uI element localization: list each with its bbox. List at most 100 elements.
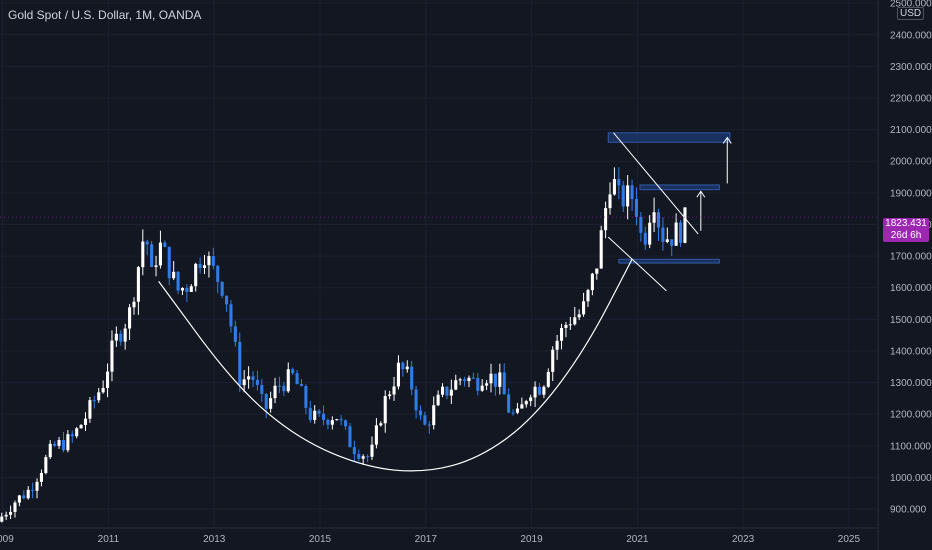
candle-body xyxy=(626,185,630,207)
candle-body xyxy=(476,377,480,391)
candle-body xyxy=(282,385,286,392)
candle-body xyxy=(136,267,140,302)
candle-body xyxy=(48,443,52,458)
candle-body xyxy=(608,194,612,209)
candle-body xyxy=(106,371,110,388)
candle-body xyxy=(70,434,74,437)
candle-body xyxy=(414,389,418,411)
candle-body xyxy=(604,208,608,231)
candle-body xyxy=(9,511,13,515)
candle-body xyxy=(357,454,361,459)
candle-body xyxy=(44,457,48,473)
candle-body xyxy=(198,263,202,268)
candle-body xyxy=(617,179,621,186)
x-tick-label: 2011 xyxy=(98,534,120,545)
candle-body xyxy=(163,242,167,247)
candle-body xyxy=(176,271,180,291)
candle-body xyxy=(83,418,88,425)
candle-body xyxy=(66,434,70,451)
x-tick-label: 2023 xyxy=(732,534,755,545)
candle-body xyxy=(145,241,149,245)
candle-body xyxy=(207,256,211,266)
candle-body xyxy=(678,222,683,243)
candle-body xyxy=(405,366,409,370)
target-zone[interactable] xyxy=(639,184,720,191)
candle-body xyxy=(533,386,537,398)
candle-body xyxy=(507,394,511,413)
candle-body xyxy=(410,366,414,390)
candle-body xyxy=(180,288,185,291)
candle-body xyxy=(432,405,436,426)
candle-body xyxy=(39,472,43,482)
candle-body xyxy=(154,265,158,267)
candle-body xyxy=(568,324,572,326)
currency-label[interactable]: USD xyxy=(897,7,925,20)
candle-body xyxy=(555,340,559,350)
candle-body xyxy=(158,242,162,266)
candle-body xyxy=(656,212,661,228)
trend-line[interactable] xyxy=(607,236,667,292)
candle-body xyxy=(551,349,555,372)
y-tick-label: 2400.000 xyxy=(890,30,932,41)
y-tick-label: 2300.000 xyxy=(890,62,932,73)
candle-body xyxy=(269,398,273,409)
trend-line[interactable] xyxy=(613,132,699,235)
candle-body xyxy=(661,227,665,242)
candle-body xyxy=(643,232,647,245)
candle-body xyxy=(35,481,39,491)
candle-body xyxy=(564,324,568,329)
candle-body xyxy=(674,222,678,246)
candle-body xyxy=(621,185,625,207)
candle-body xyxy=(586,290,590,302)
candle-body xyxy=(0,516,4,522)
target-zone[interactable] xyxy=(607,132,731,143)
candle-body xyxy=(216,265,220,282)
x-tick-label: 2021 xyxy=(626,534,649,545)
y-tick-label: 2500.000 xyxy=(890,0,932,10)
candle-body xyxy=(634,199,639,217)
candle-body xyxy=(392,386,396,395)
candle-body xyxy=(352,447,356,455)
bar-countdown: 26d 6h xyxy=(890,230,922,241)
candle-body xyxy=(498,372,502,387)
candle-body xyxy=(295,373,299,385)
x-tick-label: 2009 xyxy=(0,534,14,545)
candle-body xyxy=(665,239,669,242)
candle-body xyxy=(595,268,599,274)
candle-body xyxy=(321,413,326,420)
candle-body xyxy=(467,377,471,382)
candle-body xyxy=(374,425,378,445)
candle-body xyxy=(423,415,427,425)
candle-body xyxy=(489,373,493,384)
y-tick-label: 1500.000 xyxy=(890,315,932,326)
candle-body xyxy=(396,362,400,387)
candle-body xyxy=(202,265,207,268)
candle-body xyxy=(317,410,321,414)
candle-body xyxy=(639,216,643,233)
candle-body xyxy=(92,400,96,402)
candle-body xyxy=(445,386,449,396)
cup-curve[interactable] xyxy=(158,258,633,472)
candle-body xyxy=(648,222,652,245)
target-zone[interactable] xyxy=(618,258,720,264)
candle-body xyxy=(233,326,237,342)
y-tick-label: 2200.000 xyxy=(890,94,932,105)
candle-body xyxy=(463,379,467,382)
x-tick-label: 2019 xyxy=(520,534,543,545)
candle-body xyxy=(194,263,198,287)
candle-body xyxy=(515,408,519,413)
candle-body xyxy=(260,384,264,394)
candle-body xyxy=(440,386,445,395)
candle-body xyxy=(388,394,392,397)
candle-body xyxy=(132,301,136,308)
candle-body xyxy=(599,230,603,269)
candle-body xyxy=(119,333,123,342)
candle-body xyxy=(242,379,246,386)
candle-body xyxy=(418,410,423,416)
x-tick-label: 2017 xyxy=(415,534,438,545)
y-tick-label: 1100.000 xyxy=(890,441,931,452)
candle-body xyxy=(529,397,533,402)
candle-body xyxy=(304,386,308,408)
candle-body xyxy=(559,328,564,341)
